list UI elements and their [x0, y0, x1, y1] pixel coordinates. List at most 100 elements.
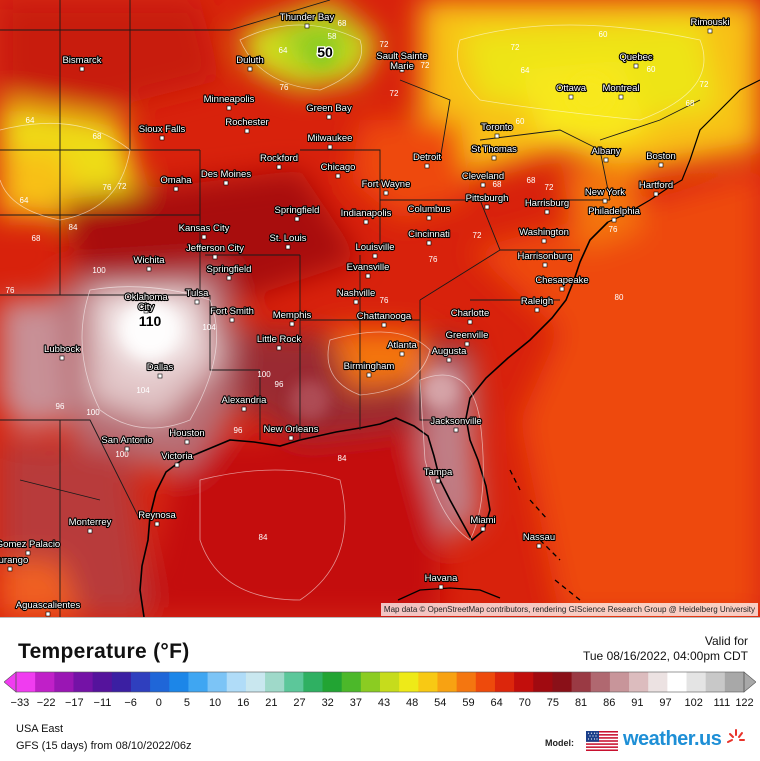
city-name: Birmingham	[344, 361, 395, 372]
colorbar-cell	[686, 672, 707, 692]
city-name: Charlotte	[451, 308, 490, 319]
city-dot	[154, 521, 160, 527]
city-marker: Springfield	[205, 263, 253, 281]
city-name: Chicago	[321, 162, 356, 173]
city-dot	[484, 204, 490, 210]
contour-label: 68	[493, 180, 502, 189]
city-marker: Reynosa	[137, 509, 178, 527]
city-name: Chattanooga	[357, 311, 412, 322]
city-name: Augusta	[432, 346, 468, 357]
city-dot	[611, 217, 617, 223]
city-marker: Indianapolis	[340, 207, 393, 225]
colorbar-cell	[303, 672, 324, 692]
city-dot	[559, 286, 565, 292]
city-name: Jacksonville	[430, 416, 481, 427]
city-dot	[247, 66, 253, 72]
colorbar-cell	[360, 672, 381, 692]
colorbar-cell	[494, 672, 515, 692]
valid-time: Tue 08/16/2022, 04:00pm CDT	[583, 649, 748, 663]
city-dot	[603, 157, 609, 163]
colorbar-cell	[245, 672, 266, 692]
city-dot	[244, 128, 250, 134]
city-marker: Detroit	[412, 151, 442, 169]
city-name: Lubbock	[44, 344, 80, 355]
city-name: Indianapolis	[341, 208, 392, 219]
city-marker: Omaha	[159, 174, 193, 192]
city-dot	[174, 462, 180, 468]
city-marker: Milwaukee	[306, 132, 354, 150]
contour-label: 100	[115, 450, 129, 459]
city-name: Harrisburg	[525, 198, 569, 209]
city-marker: Hartford	[638, 179, 674, 197]
colorbar-cell	[111, 672, 132, 692]
city-dot	[79, 66, 85, 72]
city-marker: Oklahoma City	[123, 291, 169, 314]
colorbar-cell	[54, 672, 74, 692]
city-marker: Fort Smith	[209, 305, 255, 323]
colorbar-tick-label: 81	[574, 697, 588, 709]
city-dot	[241, 406, 247, 412]
city-dot	[212, 254, 218, 260]
city-name: San Antonio	[101, 435, 152, 446]
contour-label: 84	[338, 454, 347, 463]
city-dot	[541, 238, 547, 244]
city-marker: Dallas	[146, 361, 175, 379]
city-dot	[157, 373, 163, 379]
contour-lines	[0, 24, 705, 601]
city-name: Aguascalientes	[16, 600, 81, 611]
colorbar-tick-label: 5	[183, 697, 190, 709]
temperature-map[interactable]: 68 58 64 72 50 72 60 64 60 72 68 72 76 72 60 64 68 76 72 68…	[0, 0, 760, 617]
colorbar-tick-label: 21	[265, 697, 278, 709]
colorbar-cell	[590, 672, 611, 692]
city-name: Boston	[646, 151, 676, 162]
city-name: Raleigh	[521, 296, 553, 307]
city-name: Evansville	[347, 262, 390, 273]
colorbar-tick-label: 91	[631, 697, 644, 709]
contour-label: 50	[317, 44, 333, 60]
city-dot	[7, 566, 13, 572]
city-dot	[289, 321, 295, 327]
city-dot	[366, 372, 372, 378]
city-name: Springfield	[275, 205, 320, 216]
city-dot	[327, 144, 333, 150]
city-name: Rochester	[225, 117, 268, 128]
city-name: Des Moines	[201, 169, 251, 180]
city-dot	[276, 345, 282, 351]
colorbar-cell	[705, 672, 726, 692]
city-marker: Raleigh	[520, 295, 554, 313]
brand-logo[interactable]: weather.us	[623, 728, 722, 750]
city-dot	[288, 435, 294, 441]
colorbar-tick-label: 43	[377, 697, 391, 709]
city-name: Dallas	[147, 362, 174, 373]
contour-label: 72	[511, 43, 520, 52]
city-dot	[618, 94, 624, 100]
city-name: Victoria	[161, 451, 193, 462]
city-name: Milwaukee	[308, 133, 353, 144]
contour-label: 104	[136, 386, 150, 395]
city-name: Pittsburgh	[466, 193, 509, 204]
city-name: Tulsa	[186, 288, 210, 299]
contour-label: 68	[527, 176, 536, 185]
city-dot	[381, 322, 387, 328]
city-name: Gomez Palacio	[0, 539, 60, 550]
colorbar-cell	[571, 672, 592, 692]
contour-label: 60	[647, 65, 656, 74]
city-dot	[226, 105, 232, 111]
city-name: Nassau	[523, 532, 555, 543]
city-dot	[399, 67, 405, 73]
colorbar-tick-label: 27	[293, 697, 306, 709]
city-name: Atlanta	[387, 340, 417, 351]
contour-label: 68	[686, 99, 695, 108]
contour-label: 72	[390, 89, 399, 98]
city-marker: Cincinnati	[407, 228, 451, 246]
state-borders	[0, 0, 701, 617]
colorbar-cell	[130, 672, 151, 692]
contour-label: 60	[599, 30, 608, 39]
city-marker: Nashville	[336, 287, 376, 305]
city-name: Louisville	[355, 242, 394, 253]
city-dot	[294, 216, 300, 222]
city-dot	[45, 611, 51, 617]
colorbar-cell	[552, 672, 573, 692]
city-marker: St Thomas	[470, 143, 518, 161]
city-marker: Fort Wayne	[361, 178, 411, 196]
